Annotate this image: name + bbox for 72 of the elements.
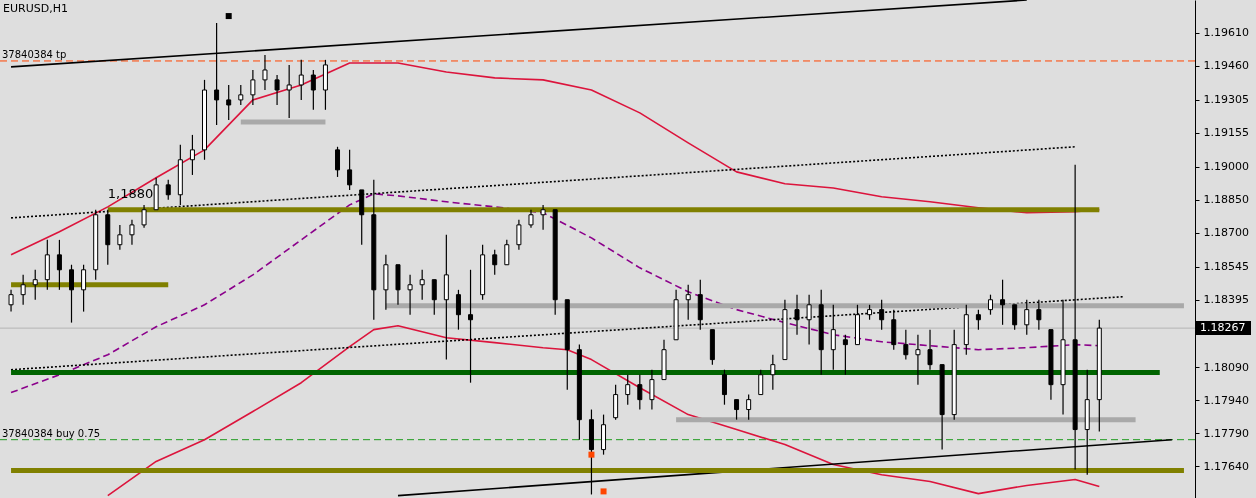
candlestick <box>226 84 232 121</box>
candlestick <box>915 334 921 386</box>
candlestick <box>165 179 171 201</box>
candlestick <box>56 239 62 291</box>
candlestick <box>721 369 727 406</box>
y-tick-label: 1.19610 <box>1203 26 1249 40</box>
candlestick <box>770 354 776 391</box>
candlestick <box>1036 299 1042 331</box>
candlestick <box>81 264 87 313</box>
y-tick-label: 1.19155 <box>1203 126 1249 140</box>
candlestick <box>903 329 909 361</box>
candlestick <box>20 274 26 306</box>
candlestick <box>141 204 147 229</box>
candlestick <box>407 274 413 316</box>
candlestick <box>347 149 353 191</box>
candlestick <box>927 329 933 371</box>
candlestick <box>625 374 631 406</box>
candlestick <box>129 219 135 246</box>
y-tick-label: 1.18090 <box>1203 360 1249 374</box>
candlestick <box>117 224 123 251</box>
chart-title: EURUSD,H1 <box>3 2 68 15</box>
y-tick-label: 1.19305 <box>1203 93 1249 107</box>
candlestick <box>758 369 764 396</box>
candlestick <box>189 134 195 176</box>
candlestick <box>734 399 740 421</box>
point <box>600 488 607 495</box>
y-tick-label: 1.18850 <box>1203 193 1249 207</box>
candlestick <box>1000 279 1006 326</box>
candlestick <box>32 269 38 301</box>
y-tick-label: 1.18700 <box>1203 226 1249 240</box>
candlestick <box>419 269 425 301</box>
candlestick <box>746 393 752 421</box>
candlestick <box>1024 299 1030 336</box>
ref-line-label: 37840384 buy 0.75 <box>2 427 101 439</box>
point <box>588 451 595 458</box>
y-tick-label: 1.17640 <box>1203 459 1249 473</box>
candlestick <box>286 64 292 119</box>
y-tick-label: 1.18395 <box>1203 293 1249 307</box>
candlestick <box>540 204 546 231</box>
candlestick <box>649 369 655 411</box>
candlestick <box>879 299 885 331</box>
y-tick-label: 1.17790 <box>1203 426 1249 440</box>
y-tick-label: 1.19000 <box>1203 160 1249 174</box>
candlestick <box>431 279 437 316</box>
candlestick <box>987 294 993 316</box>
candlestick <box>250 69 256 106</box>
point <box>225 13 232 20</box>
candlestick <box>262 54 268 91</box>
y-tick-label: 1.18545 <box>1203 260 1249 274</box>
candlestick <box>685 284 691 321</box>
candlestick <box>238 84 244 106</box>
candlestick <box>504 239 510 266</box>
y-tick-label: 1.17940 <box>1203 393 1249 407</box>
ref-line-label: 37840384 tp <box>2 48 67 60</box>
candlestick <box>335 146 341 178</box>
candlestick <box>492 249 498 276</box>
candlestick <box>528 209 534 229</box>
candlestick <box>310 69 316 111</box>
candlestick <box>298 59 304 101</box>
candlestick <box>975 309 981 331</box>
candlestick <box>455 289 461 331</box>
ref-line-label: 1.18267 <box>1200 321 1246 335</box>
candlestick <box>8 289 14 313</box>
candlestick <box>637 374 643 411</box>
candlestick <box>613 384 619 421</box>
candlestick <box>1012 304 1018 331</box>
candlestick <box>69 264 75 324</box>
line-series <box>106 324 1101 497</box>
candlestick <box>274 74 280 106</box>
candlestick <box>516 219 522 251</box>
y-tick-label: 1.19460 <box>1203 59 1249 73</box>
candlestick <box>842 334 848 376</box>
